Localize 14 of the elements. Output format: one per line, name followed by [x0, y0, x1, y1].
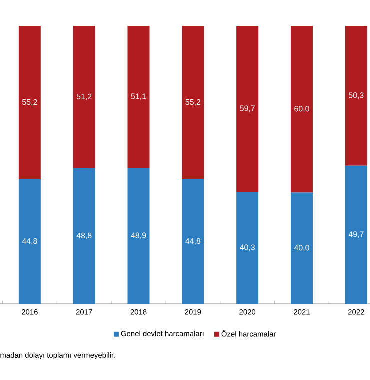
bar [18, 179, 41, 304]
bar [73, 168, 96, 304]
bar [182, 179, 204, 304]
bar [73, 26, 96, 168]
bar [128, 26, 150, 168]
bar [18, 26, 41, 180]
bar [290, 192, 313, 304]
bar [345, 26, 368, 166]
bar [345, 166, 368, 304]
bar [290, 26, 313, 193]
bar [236, 26, 259, 192]
bar [236, 192, 259, 304]
bar [182, 26, 204, 180]
bar [128, 168, 150, 304]
